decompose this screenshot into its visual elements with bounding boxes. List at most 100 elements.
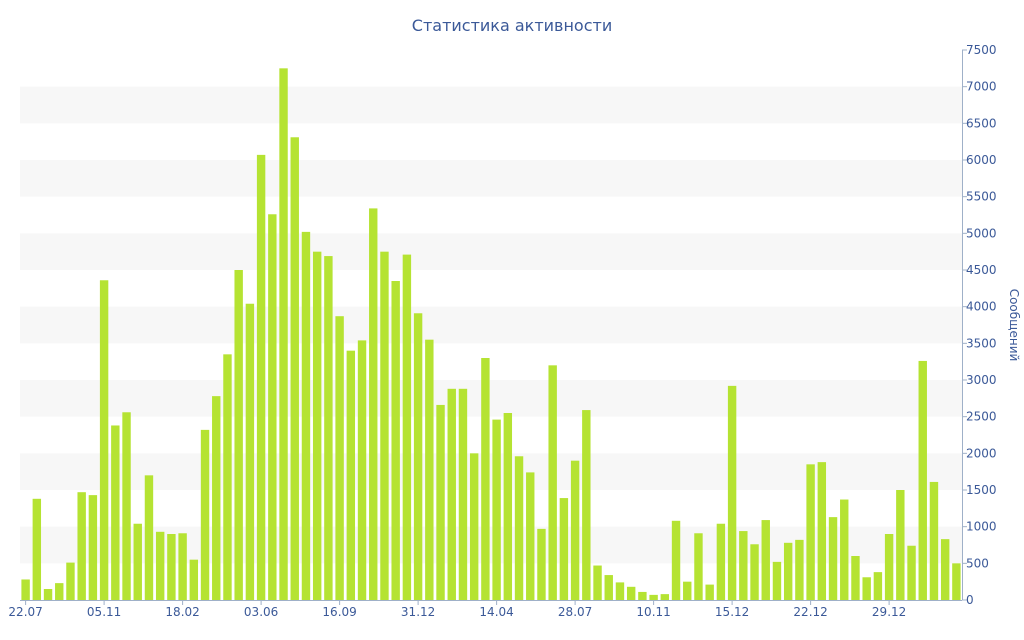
bar[interactable] xyxy=(526,472,535,600)
grid-band xyxy=(20,306,962,344)
bar[interactable] xyxy=(626,586,636,600)
bar[interactable] xyxy=(705,584,714,600)
bar[interactable] xyxy=(862,577,871,600)
bar[interactable] xyxy=(817,462,827,600)
bar[interactable] xyxy=(952,563,961,600)
bar[interactable] xyxy=(604,575,613,600)
bar[interactable] xyxy=(436,404,445,600)
bar[interactable] xyxy=(739,531,748,600)
y-tick-label: 0 xyxy=(966,593,974,607)
bar[interactable] xyxy=(548,365,557,600)
bar[interactable] xyxy=(772,561,782,600)
bar[interactable] xyxy=(133,523,142,600)
bar[interactable] xyxy=(21,579,30,600)
bar[interactable] xyxy=(167,534,176,600)
bar[interactable] xyxy=(324,256,333,600)
bar[interactable] xyxy=(929,481,939,600)
x-tick-label: 18.02 xyxy=(165,605,199,619)
bar[interactable] xyxy=(346,350,356,600)
bar[interactable] xyxy=(66,562,75,600)
bar[interactable] xyxy=(492,419,501,600)
bar[interactable] xyxy=(402,254,412,600)
bar[interactable] xyxy=(279,68,288,600)
bar[interactable] xyxy=(873,572,883,600)
bar[interactable] xyxy=(43,589,53,600)
bar[interactable] xyxy=(245,303,255,600)
bar[interactable] xyxy=(593,565,602,600)
bar[interactable] xyxy=(907,545,916,600)
bar[interactable] xyxy=(200,429,210,600)
bar[interactable] xyxy=(683,581,692,600)
y-tick-label: 1500 xyxy=(966,483,997,497)
bar[interactable] xyxy=(716,523,726,600)
grid-band xyxy=(20,380,962,417)
bar[interactable] xyxy=(940,539,950,600)
bar[interactable] xyxy=(111,425,120,600)
bar[interactable] xyxy=(660,594,670,600)
bar[interactable] xyxy=(481,358,490,600)
bar[interactable] xyxy=(458,388,468,600)
bar[interactable] xyxy=(256,154,266,600)
bar[interactable] xyxy=(851,556,860,600)
bar[interactable] xyxy=(122,412,131,600)
bar[interactable] xyxy=(413,313,423,600)
bar[interactable] xyxy=(761,520,770,600)
bar[interactable] xyxy=(425,339,434,600)
y-tick-label: 4500 xyxy=(966,263,997,277)
bar[interactable] xyxy=(223,354,232,600)
grid-band xyxy=(20,233,962,270)
grid-band xyxy=(20,86,962,124)
bar[interactable] xyxy=(55,583,64,600)
bar[interactable] xyxy=(727,385,737,600)
bar[interactable] xyxy=(671,520,681,600)
grid-band xyxy=(20,526,962,564)
bar[interactable] xyxy=(189,559,199,600)
bar[interactable] xyxy=(783,542,793,600)
bar[interactable] xyxy=(312,251,322,601)
x-tick-label: 10.11 xyxy=(636,605,670,619)
bar[interactable] xyxy=(514,456,524,600)
bar[interactable] xyxy=(178,533,187,600)
bar[interactable] xyxy=(268,214,277,600)
bar[interactable] xyxy=(301,231,311,600)
bar[interactable] xyxy=(795,539,804,600)
bar[interactable] xyxy=(357,340,367,600)
bar[interactable] xyxy=(32,498,42,600)
bar[interactable] xyxy=(828,517,838,600)
bar[interactable] xyxy=(918,360,927,600)
bar[interactable] xyxy=(335,316,344,600)
bar[interactable] xyxy=(290,137,299,600)
bar[interactable] xyxy=(806,464,815,600)
chart-title: Статистика активности xyxy=(411,16,613,35)
y-tick-label: 6500 xyxy=(966,116,997,130)
bar[interactable] xyxy=(99,280,109,600)
x-tick-label: 14.04 xyxy=(479,605,513,619)
bar[interactable] xyxy=(369,208,378,600)
bar[interactable] xyxy=(750,544,759,600)
bar[interactable] xyxy=(884,534,894,600)
bar[interactable] xyxy=(212,396,221,600)
bar[interactable] xyxy=(649,594,658,600)
bar[interactable] xyxy=(391,281,400,600)
bar[interactable] xyxy=(155,531,165,600)
bar[interactable] xyxy=(559,498,569,600)
bar[interactable] xyxy=(638,591,647,600)
x-tick-label: 16.09 xyxy=(322,605,356,619)
bar[interactable] xyxy=(77,492,86,600)
bar[interactable] xyxy=(840,499,849,600)
bar[interactable] xyxy=(234,270,243,600)
bar[interactable] xyxy=(694,533,703,600)
bar[interactable] xyxy=(447,388,456,600)
bar[interactable] xyxy=(469,453,479,600)
bar[interactable] xyxy=(570,460,580,600)
bar[interactable] xyxy=(144,475,154,600)
x-tick-label: 03.06 xyxy=(244,605,278,619)
bar[interactable] xyxy=(503,413,513,600)
bar[interactable] xyxy=(896,490,905,600)
bar[interactable] xyxy=(88,495,98,600)
bar[interactable] xyxy=(380,251,389,601)
bar[interactable] xyxy=(582,410,591,600)
x-tick-label: 15.12 xyxy=(715,605,749,619)
bar[interactable] xyxy=(615,582,625,600)
bar[interactable] xyxy=(537,528,546,600)
